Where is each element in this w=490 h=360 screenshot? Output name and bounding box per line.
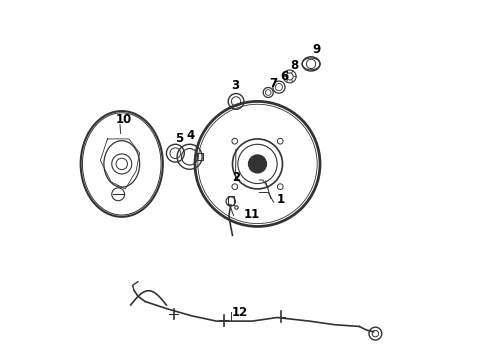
Text: 12: 12 — [231, 306, 247, 319]
Text: 6: 6 — [281, 70, 289, 83]
Text: 3: 3 — [231, 79, 240, 92]
Text: 10: 10 — [115, 113, 132, 126]
Bar — [228, 196, 234, 205]
Text: 9: 9 — [313, 43, 321, 56]
Text: 1: 1 — [276, 193, 285, 206]
Text: 2: 2 — [232, 171, 240, 184]
Circle shape — [248, 155, 267, 173]
Bar — [302, 60, 320, 67]
Text: 8: 8 — [291, 59, 299, 72]
Text: 7: 7 — [269, 77, 277, 90]
Text: 4: 4 — [186, 129, 195, 142]
Text: 5: 5 — [175, 132, 184, 145]
Text: 11: 11 — [243, 207, 260, 221]
Bar — [197, 153, 203, 160]
